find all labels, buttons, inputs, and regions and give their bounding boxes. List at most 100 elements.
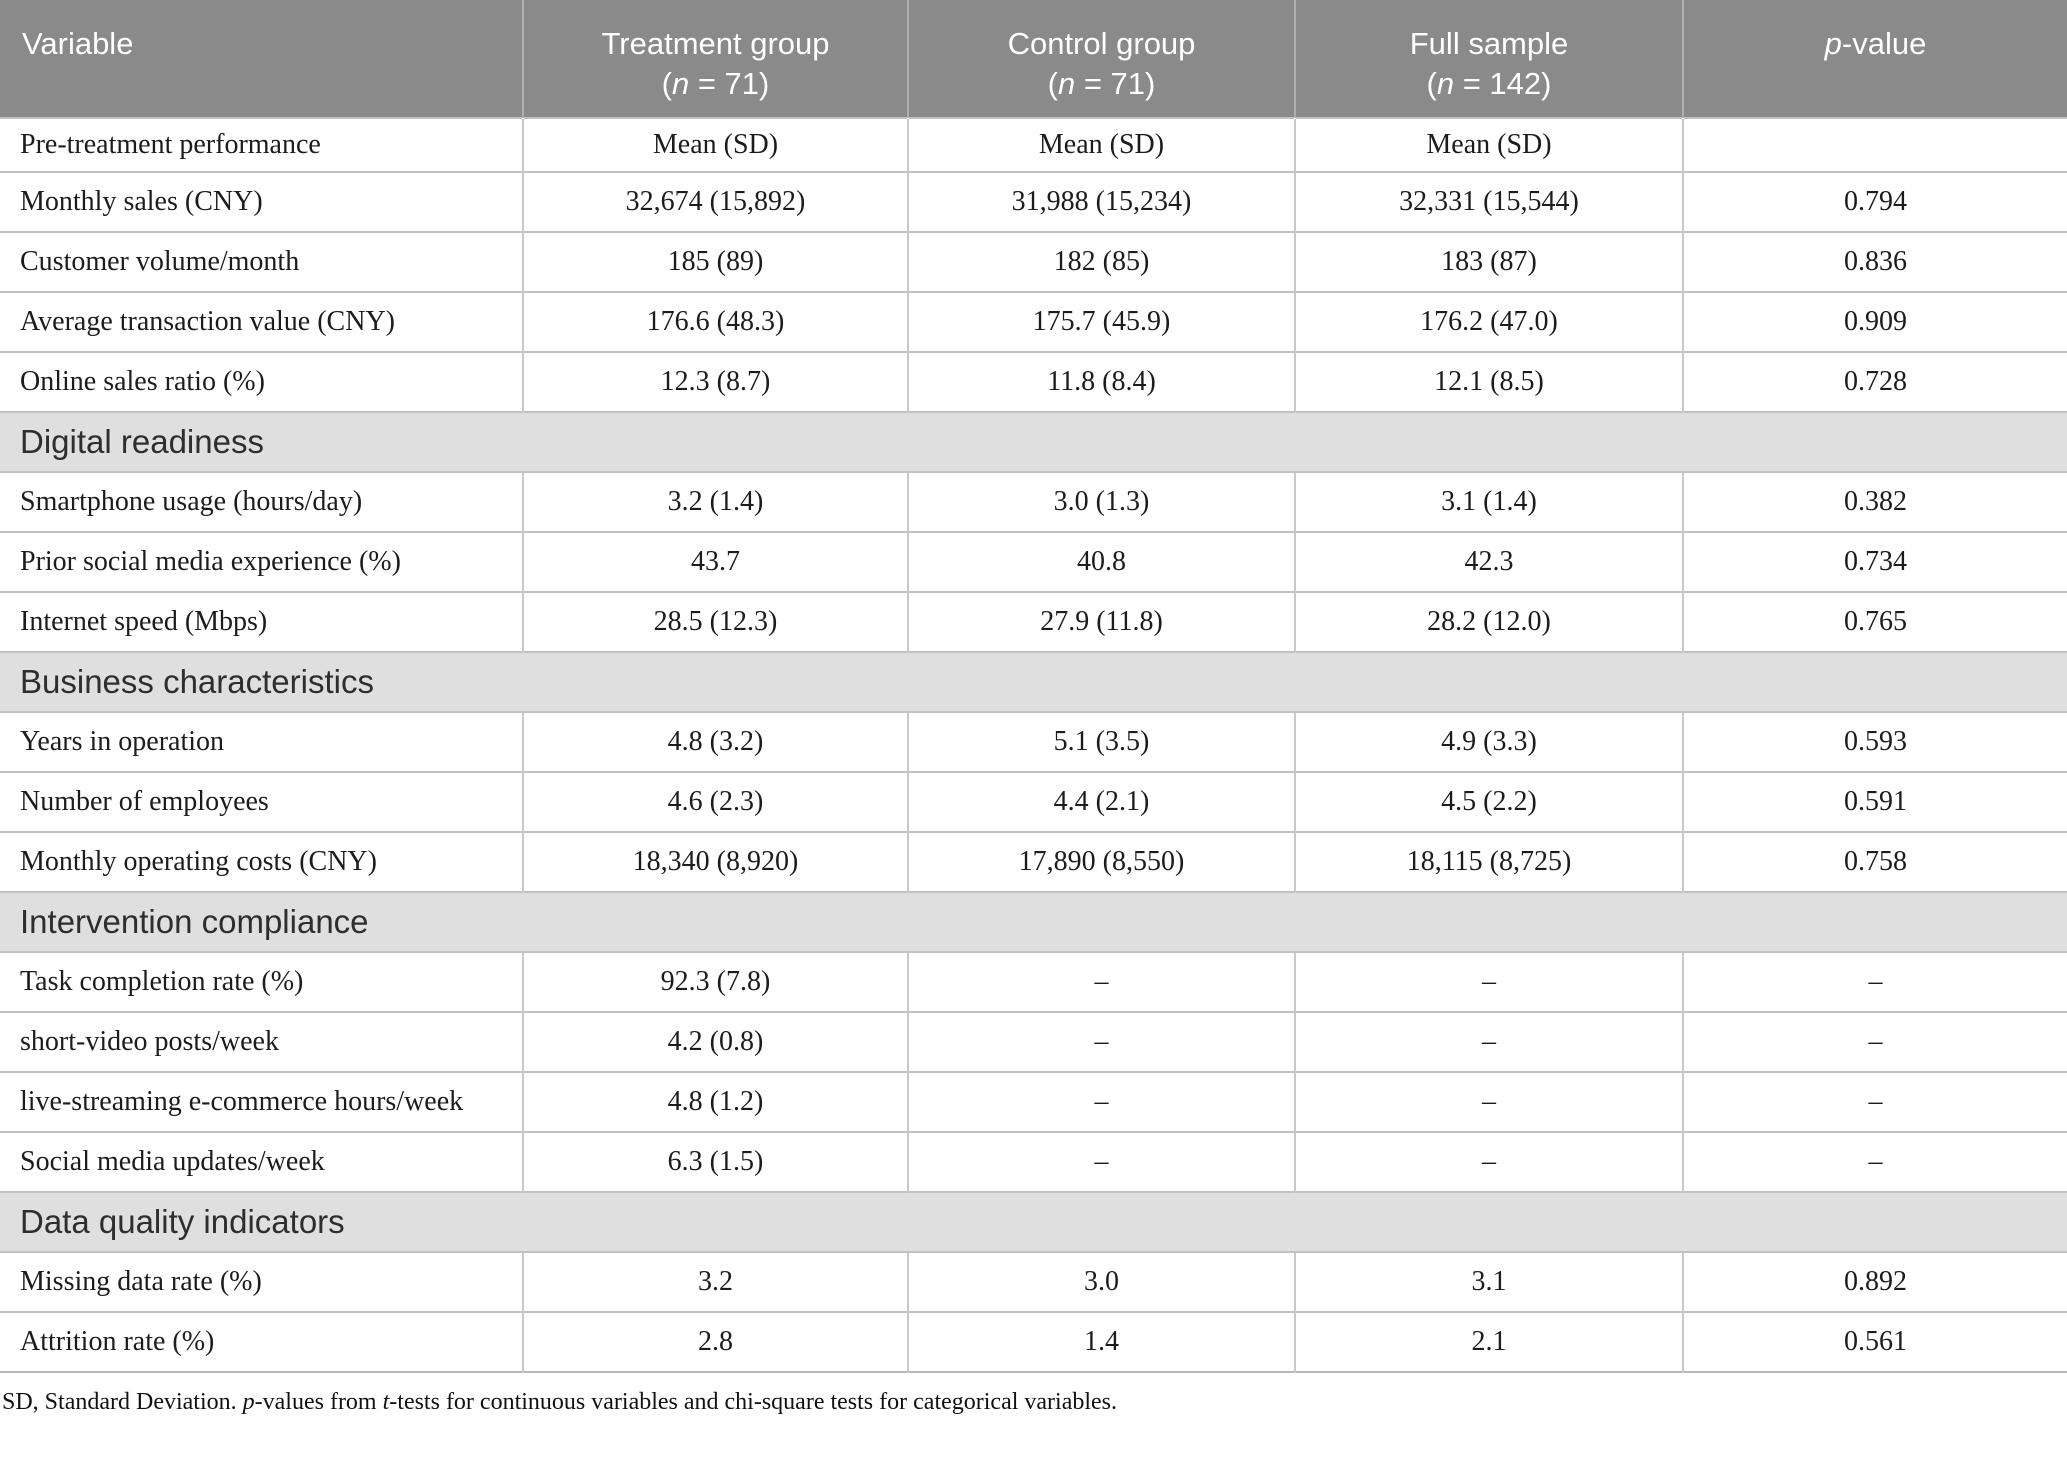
cell-value: – bbox=[1294, 1131, 1683, 1192]
cell-value: – bbox=[1294, 1011, 1683, 1072]
cell-value: – bbox=[907, 1131, 1295, 1192]
cell-value: 0.836 bbox=[1682, 231, 2067, 292]
cell-value: 32,674 (15,892) bbox=[522, 171, 908, 232]
row-label: Customer volume/month bbox=[0, 231, 523, 292]
cell-value: – bbox=[1294, 951, 1683, 1012]
column-header-variable: Variable bbox=[0, 0, 523, 118]
cell-value: – bbox=[907, 1071, 1295, 1132]
section-row: Data quality indicators bbox=[0, 1191, 2067, 1252]
row-label: Social media updates/week bbox=[0, 1131, 523, 1192]
row-label: Internet speed (Mbps) bbox=[0, 591, 523, 652]
table-row: Pre-treatment performance Mean (SD) Mean (… bbox=[0, 117, 2067, 172]
row-label: Online sales ratio (%) bbox=[0, 351, 523, 412]
section-label: Digital readiness bbox=[0, 411, 2067, 472]
cell-value: 0.593 bbox=[1682, 711, 2067, 772]
column-header-p-value: p-value bbox=[1682, 0, 2067, 118]
cell-value: 17,890 (8,550) bbox=[907, 831, 1295, 892]
cell-value: 4.8 (3.2) bbox=[522, 711, 908, 772]
table-header: Variable Treatment group (n = 71) Contro… bbox=[0, 0, 2067, 118]
cell-value: 0.794 bbox=[1682, 171, 2067, 232]
row-label: Pre-treatment performance bbox=[0, 117, 523, 172]
cell-value: 183 (87) bbox=[1294, 231, 1683, 292]
table-row: Online sales ratio (%) 12.3 (8.7) 11.8 (8.… bbox=[0, 351, 2067, 412]
table-row: live-streaming e-commerce hours/week 4.8 … bbox=[0, 1071, 2067, 1132]
cell-value: 12.1 (8.5) bbox=[1294, 351, 1683, 412]
cell-value: 176.6 (48.3) bbox=[522, 291, 908, 352]
table-row: Missing data rate (%) 3.2 3.0 3.1 0.892 bbox=[0, 1251, 2067, 1312]
cell-value: 18,115 (8,725) bbox=[1294, 831, 1683, 892]
table-footnote: SD, Standard Deviation. p-values from t-… bbox=[2, 1389, 1118, 1415]
table-row: Social media updates/week 6.3 (1.5) – – – bbox=[0, 1131, 2067, 1192]
table-row: Task completion rate (%) 92.3 (7.8) – – – bbox=[0, 951, 2067, 1012]
cell-value: 175.7 (45.9) bbox=[907, 291, 1295, 352]
cell-value: – bbox=[907, 951, 1295, 1012]
cell-value: 11.8 (8.4) bbox=[907, 351, 1295, 412]
section-label: Data quality indicators bbox=[0, 1191, 2067, 1252]
column-header-treatment-group: Treatment group (n = 71) bbox=[522, 0, 908, 118]
table-row: Smartphone usage (hours/day) 3.2 (1.4) 3.0… bbox=[0, 471, 2067, 532]
table-row: short-video posts/week 4.2 (0.8) – – – bbox=[0, 1011, 2067, 1072]
row-label: Years in operation bbox=[0, 711, 523, 772]
cell-value: 27.9 (11.8) bbox=[907, 591, 1295, 652]
table-row: Number of employees 4.6 (2.3) 4.4 (2.1) 4.5… bbox=[0, 771, 2067, 832]
table-row: Prior social media experience (%) 43.7 40.… bbox=[0, 531, 2067, 592]
cell-value: 185 (89) bbox=[522, 231, 908, 292]
cell-value: 3.2 bbox=[522, 1251, 908, 1312]
row-label: Missing data rate (%) bbox=[0, 1251, 523, 1312]
table-row: Years in operation 4.8 (3.2) 5.1 (3.5) 4.9 … bbox=[0, 711, 2067, 772]
cell-value: Mean (SD) bbox=[907, 117, 1295, 172]
column-header-control-group: Control group (n = 71) bbox=[907, 0, 1295, 118]
table-row: Internet speed (Mbps) 28.5 (12.3) 27.9 (11… bbox=[0, 591, 2067, 652]
cell-value: – bbox=[1682, 1071, 2067, 1132]
baseline-characteristics-table: Variable Treatment group (n = 71) Contro… bbox=[0, 0, 2067, 1373]
cell-value: 3.1 (1.4) bbox=[1294, 471, 1683, 532]
cell-value: 32,331 (15,544) bbox=[1294, 171, 1683, 232]
cell-value: 1.4 bbox=[907, 1311, 1295, 1372]
section-row: Business characteristics bbox=[0, 651, 2067, 712]
table-row: Average transaction value (CNY) 176.6 (48… bbox=[0, 291, 2067, 352]
cell-value: 0.561 bbox=[1682, 1311, 2067, 1372]
cell-value: 28.5 (12.3) bbox=[522, 591, 908, 652]
cell-value: Mean (SD) bbox=[522, 117, 908, 172]
cell-value: 2.8 bbox=[522, 1311, 908, 1372]
cell-value: 2.1 bbox=[1294, 1311, 1683, 1372]
cell-value: – bbox=[1682, 1011, 2067, 1072]
cell-value bbox=[1682, 117, 2067, 172]
cell-value: – bbox=[1294, 1071, 1683, 1132]
row-label: Number of employees bbox=[0, 771, 523, 832]
cell-value: 12.3 (8.7) bbox=[522, 351, 908, 412]
cell-value: 182 (85) bbox=[907, 231, 1295, 292]
cell-value: 28.2 (12.0) bbox=[1294, 591, 1683, 652]
table-body: Pre-treatment performance Mean (SD) Mean (… bbox=[0, 117, 2067, 1372]
section-label: Intervention compliance bbox=[0, 891, 2067, 952]
cell-value: 40.8 bbox=[907, 531, 1295, 592]
row-label: short-video posts/week bbox=[0, 1011, 523, 1072]
cell-value: 4.9 (3.3) bbox=[1294, 711, 1683, 772]
section-row: Digital readiness bbox=[0, 411, 2067, 472]
cell-value: 3.0 (1.3) bbox=[907, 471, 1295, 532]
cell-value: 0.765 bbox=[1682, 591, 2067, 652]
row-label: Monthly sales (CNY) bbox=[0, 171, 523, 232]
table-row: Monthly sales (CNY) 32,674 (15,892) 31,988… bbox=[0, 171, 2067, 232]
cell-value: 6.3 (1.5) bbox=[522, 1131, 908, 1192]
cell-value: 18,340 (8,920) bbox=[522, 831, 908, 892]
cell-value: 42.3 bbox=[1294, 531, 1683, 592]
row-label: live-streaming e-commerce hours/week bbox=[0, 1071, 523, 1132]
cell-value: 0.758 bbox=[1682, 831, 2067, 892]
cell-value: 4.6 (2.3) bbox=[522, 771, 908, 832]
cell-value: – bbox=[907, 1011, 1295, 1072]
header-row: Variable Treatment group (n = 71) Contro… bbox=[0, 0, 2067, 118]
cell-value: 4.8 (1.2) bbox=[522, 1071, 908, 1132]
section-row: Intervention compliance bbox=[0, 891, 2067, 952]
row-label: Attrition rate (%) bbox=[0, 1311, 523, 1372]
cell-value: 0.591 bbox=[1682, 771, 2067, 832]
row-label: Task completion rate (%) bbox=[0, 951, 523, 1012]
column-header-full-sample: Full sample (n = 142) bbox=[1294, 0, 1683, 118]
cell-value: 0.892 bbox=[1682, 1251, 2067, 1312]
row-label: Prior social media experience (%) bbox=[0, 531, 523, 592]
cell-value: – bbox=[1682, 951, 2067, 1012]
cell-value: 43.7 bbox=[522, 531, 908, 592]
cell-value: 0.909 bbox=[1682, 291, 2067, 352]
cell-value: 3.2 (1.4) bbox=[522, 471, 908, 532]
